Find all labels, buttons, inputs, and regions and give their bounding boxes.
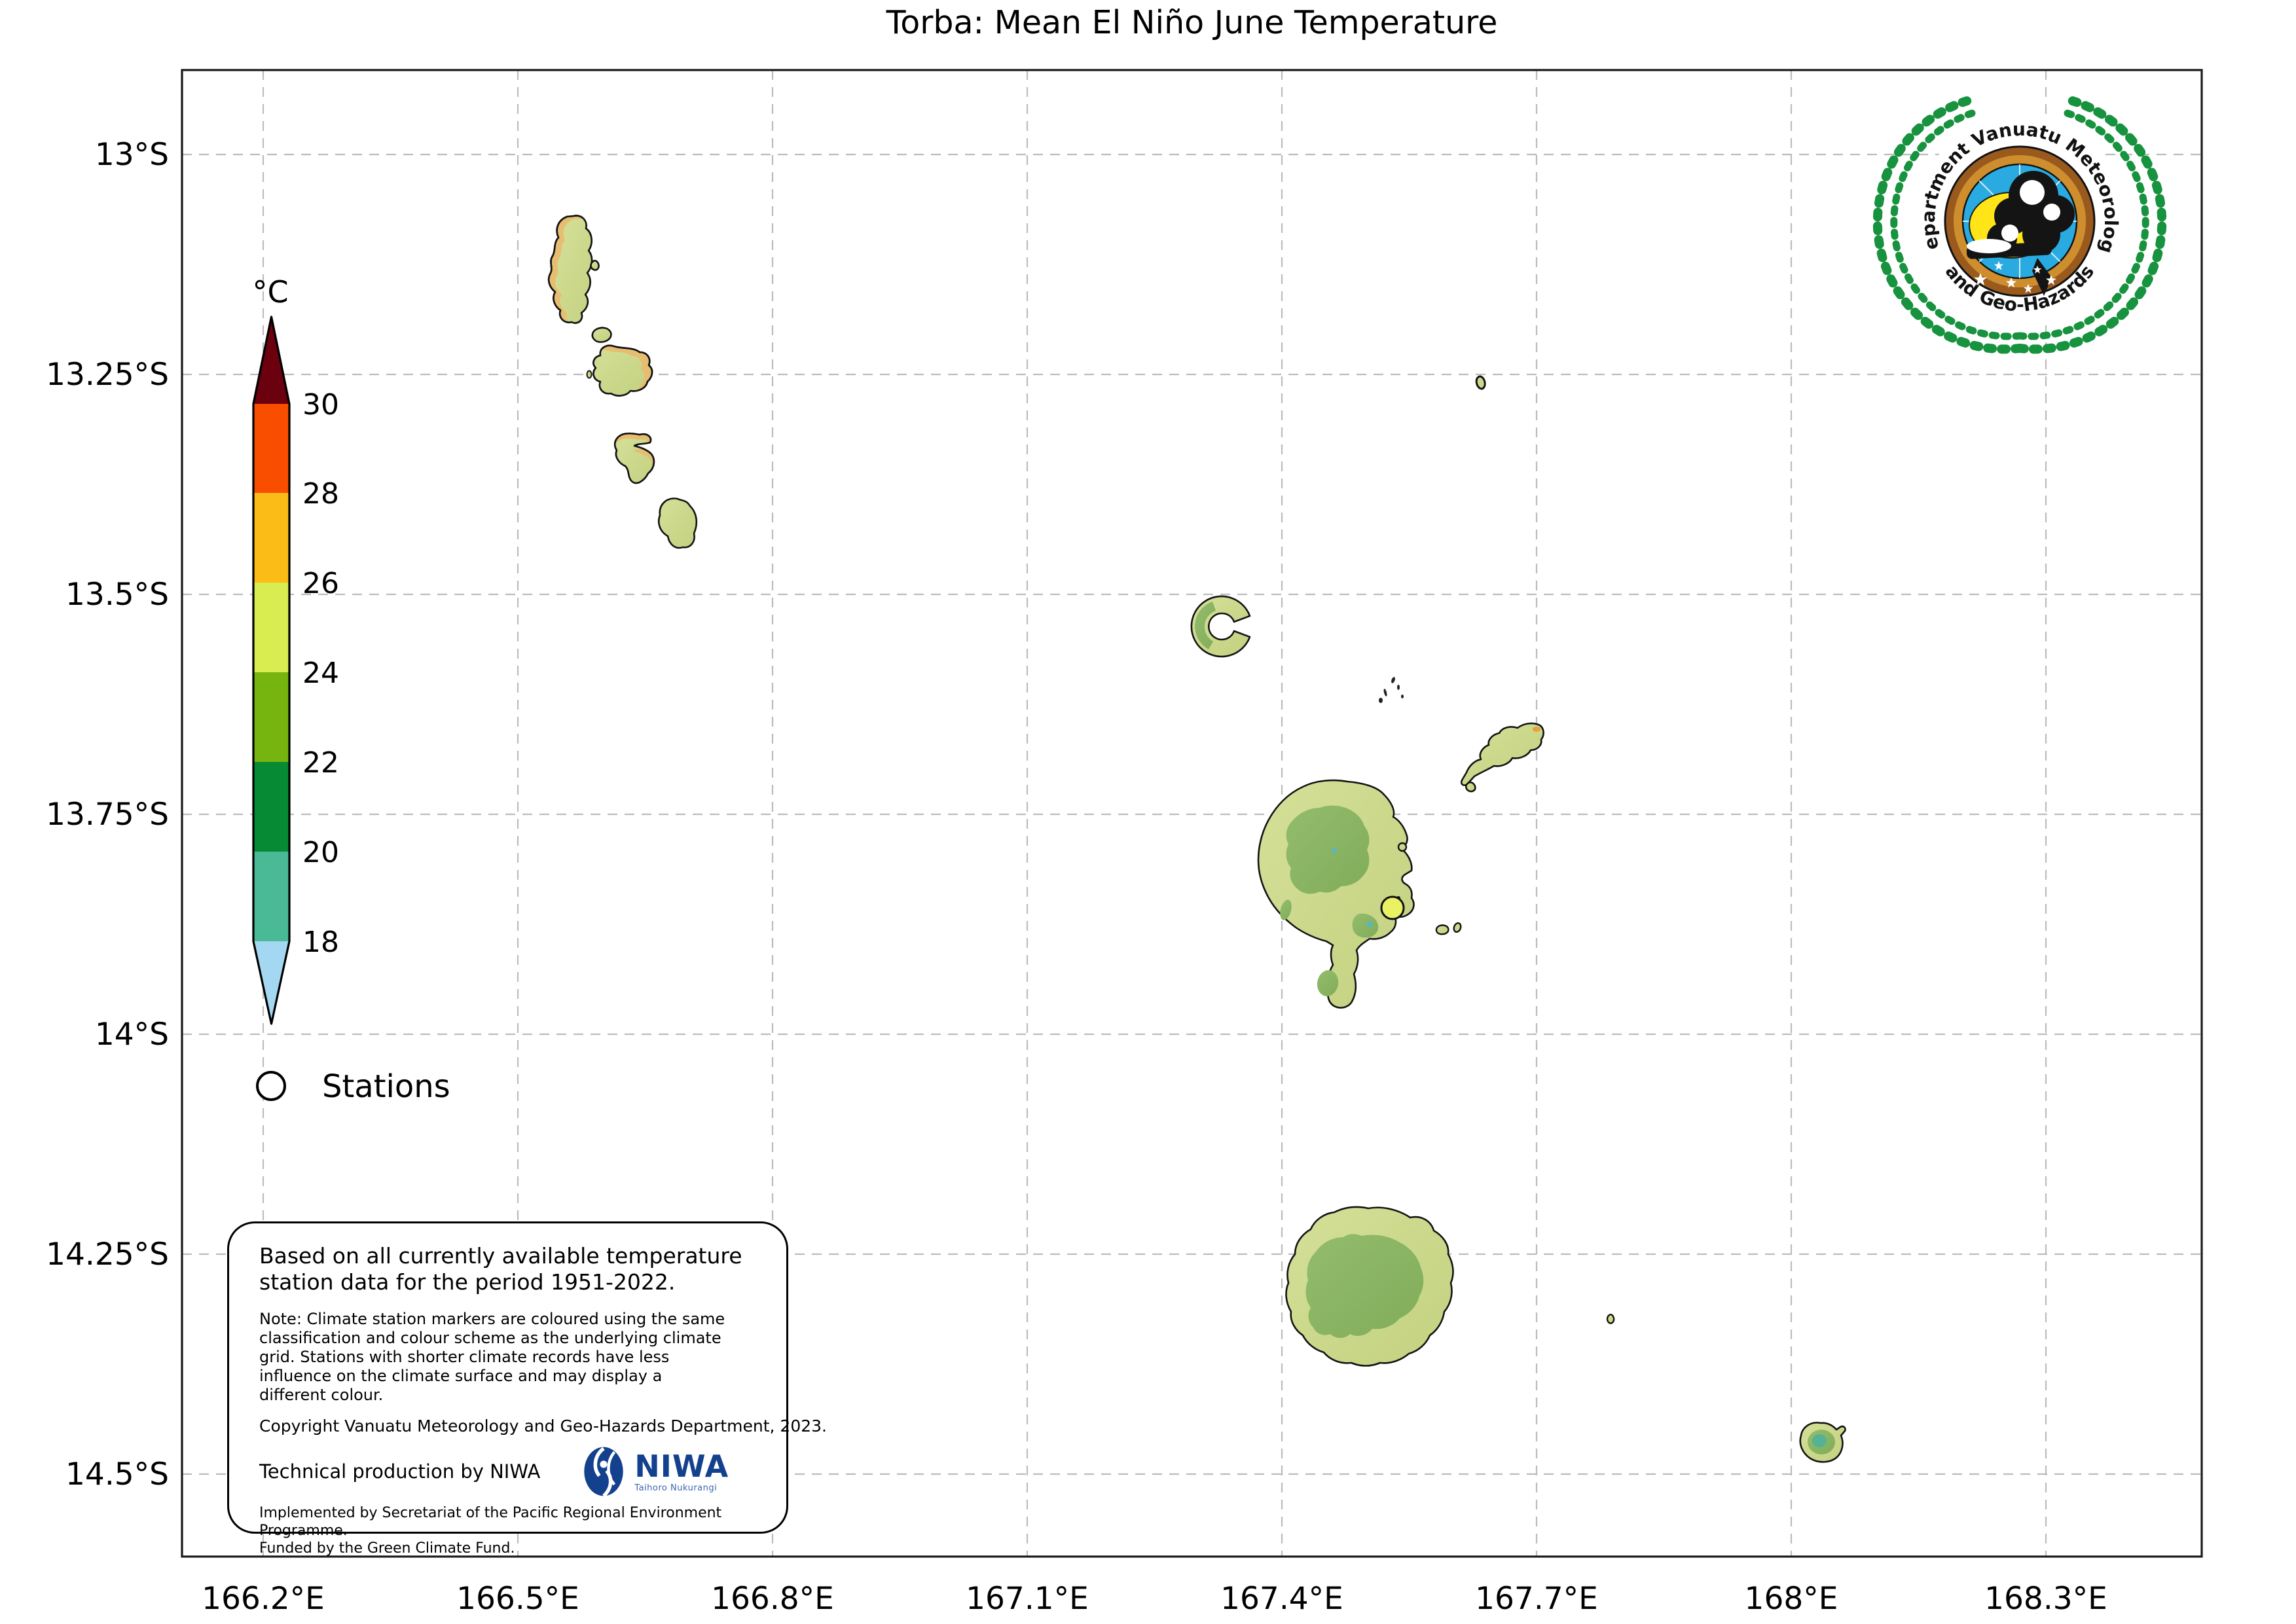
y-axis-label: 13.5°S bbox=[65, 577, 169, 613]
infobox-production: Technical production by NIWA bbox=[259, 1460, 541, 1483]
island bbox=[1460, 722, 1544, 793]
island bbox=[592, 344, 653, 397]
y-axis-label: 14.5°S bbox=[65, 1456, 169, 1492]
colorbar-segment bbox=[253, 493, 289, 583]
y-axis: 13°S 13.25°S 13.5°S 13.75°S 14°S 14.25°S… bbox=[46, 137, 169, 1492]
island bbox=[1799, 1422, 1846, 1463]
wreath-icon bbox=[1872, 96, 2167, 354]
island bbox=[1257, 779, 1415, 1009]
niwa-swirl-icon bbox=[584, 1447, 623, 1498]
infobox-funded: Funded by the Green Climate Fund. bbox=[259, 1540, 515, 1557]
lake bbox=[1366, 921, 1373, 928]
y-axis-label: 13°S bbox=[95, 137, 169, 173]
stations-legend: Stations bbox=[256, 1068, 450, 1105]
island bbox=[613, 432, 655, 484]
y-axis-label: 14°S bbox=[95, 1017, 169, 1053]
islet bbox=[586, 370, 592, 379]
colorbar-segment bbox=[253, 317, 289, 404]
colorbar-tick-label: 24 bbox=[302, 657, 339, 690]
island bbox=[1285, 1206, 1454, 1367]
x-axis-label: 168°E bbox=[1745, 1581, 1838, 1617]
y-axis-label: 13.75°S bbox=[46, 797, 169, 833]
niwa-logo: NIWA Taihoro Nukurangi bbox=[582, 1445, 729, 1498]
colorbar-segment bbox=[253, 852, 289, 941]
island bbox=[1190, 595, 1251, 658]
island bbox=[547, 215, 593, 324]
infobox-note: Note: Climate station markers are colour… bbox=[259, 1310, 725, 1404]
stations-legend-label: Stations bbox=[322, 1068, 450, 1105]
islet bbox=[1379, 677, 1404, 703]
islet bbox=[1397, 842, 1408, 852]
colorbar-segment bbox=[253, 404, 289, 493]
x-axis-label: 167.7°E bbox=[1475, 1581, 1598, 1617]
infobox-implemented: Implemented by Secretariat of the Pacifi… bbox=[259, 1505, 722, 1539]
x-axis-label: 166.2°E bbox=[202, 1581, 325, 1617]
y-axis-label: 13.25°S bbox=[46, 357, 169, 393]
x-axis-label: 167.4°E bbox=[1220, 1581, 1343, 1617]
colorbar-segment bbox=[253, 583, 289, 672]
colorbar-unit-label: °C bbox=[252, 274, 288, 310]
infobox-copyright: Copyright Vanuatu Meteorology and Geo-Ha… bbox=[259, 1416, 827, 1435]
infobox-heading: Based on all currently available tempera… bbox=[259, 1243, 742, 1295]
x-axis-label: 166.8°E bbox=[711, 1581, 834, 1617]
colorbar-tick-label: 22 bbox=[302, 746, 339, 780]
island bbox=[590, 260, 600, 271]
islet bbox=[1435, 924, 1449, 935]
niwa-name: NIWA bbox=[634, 1448, 729, 1484]
colorbar-tick-label: 18 bbox=[302, 926, 339, 959]
colorbar: °C 30 28 26 24 22 20 18 bbox=[252, 274, 339, 1025]
colorbar-tick-label: 30 bbox=[302, 388, 339, 422]
vmgd-logo: Department Vanuatu Meteorology and Geo-H… bbox=[0, 0, 2167, 354]
colorbar-segment bbox=[253, 941, 289, 1024]
infobox: Based on all currently available tempera… bbox=[227, 1221, 827, 1557]
islet bbox=[1475, 375, 1486, 390]
colorbar-outline bbox=[252, 316, 291, 1025]
x-axis: 166.2°E 166.5°E 166.8°E 167.1°E 167.4°E … bbox=[202, 1581, 2107, 1617]
colorbar-segment bbox=[253, 672, 289, 762]
islet bbox=[1606, 1314, 1615, 1324]
colorbar-segment bbox=[253, 762, 289, 852]
island bbox=[591, 327, 612, 343]
plot-frame bbox=[181, 69, 2203, 1558]
colorbar-tick-label: 20 bbox=[302, 836, 339, 869]
island bbox=[657, 497, 698, 549]
station-marker bbox=[1380, 895, 1405, 920]
stations-legend-marker bbox=[256, 1071, 286, 1101]
lake bbox=[1332, 848, 1337, 854]
colorbar-tick-label: 26 bbox=[302, 567, 339, 600]
y-axis-label: 14.25°S bbox=[46, 1236, 169, 1272]
x-axis-label: 167.1°E bbox=[966, 1581, 1089, 1617]
x-axis-label: 166.5°E bbox=[456, 1581, 579, 1617]
colorbar-tick-label: 28 bbox=[302, 477, 339, 511]
page-title: Torba: Mean El Niño June Temperature bbox=[886, 4, 1498, 41]
niwa-tagline: Taihoro Nukurangi bbox=[634, 1483, 718, 1493]
islet bbox=[1453, 922, 1462, 933]
x-axis-label: 168.3°E bbox=[1984, 1581, 2107, 1617]
